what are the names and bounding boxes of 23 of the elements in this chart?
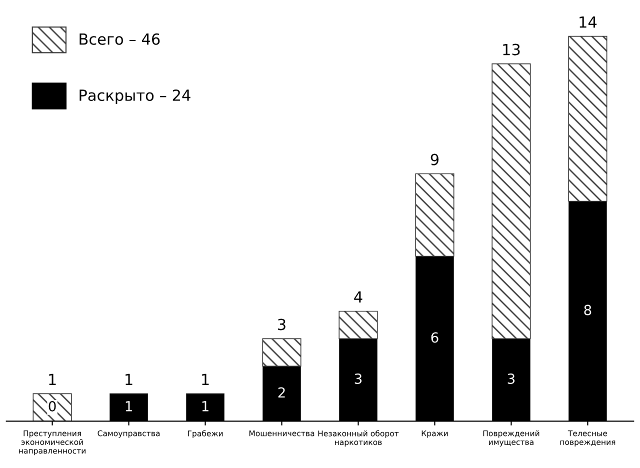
data-label: 6 [431, 332, 438, 343]
data-label: 3 [354, 373, 362, 384]
total-label: 4 [354, 291, 362, 303]
legend-label: Раскрыто – 24 [80, 89, 190, 104]
legend-label: Всего – 46 [80, 33, 160, 45]
data-label: 0 [48, 400, 56, 412]
bar [415, 173, 454, 257]
total-label: 1 [126, 374, 132, 386]
total-label: 1 [202, 374, 209, 386]
data-label: 8 [584, 304, 592, 316]
total-label: 13 [503, 44, 520, 56]
bar [262, 338, 302, 367]
total-label: 14 [580, 16, 597, 28]
bar [492, 63, 531, 340]
total-label: 9 [430, 154, 439, 166]
data-label: 1 [202, 401, 208, 412]
data-label: 2 [278, 387, 285, 398]
bar [338, 310, 378, 340]
total-label: 3 [278, 318, 286, 330]
data-label: 1 [126, 401, 132, 412]
total-label: 1 [49, 374, 56, 386]
bar [568, 36, 608, 202]
data-label: 3 [508, 373, 515, 384]
